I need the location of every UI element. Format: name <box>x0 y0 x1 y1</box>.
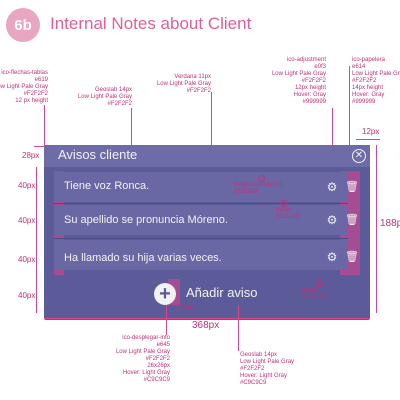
annotation-line: 12 px height <box>15 98 48 104</box>
annotation-line: Low Light Pale Gray <box>156 81 211 87</box>
annotation-line: 12px height <box>294 85 326 91</box>
annotation-verdana: Verdana 11px Low Light Pale Gray #F2F2F2 <box>157 74 211 95</box>
annotation-line: #F2F2F2 <box>186 88 211 94</box>
annotation-line: ico-papelera <box>352 57 386 63</box>
annotation-line: Indigo Opacity 0.8 <box>234 182 283 188</box>
dim-line <box>44 318 370 319</box>
gear-icon[interactable]: ⚙ <box>326 180 338 194</box>
dim-right-height: 188px <box>380 218 400 229</box>
annotation-line: e645 <box>156 342 170 348</box>
dim-width: 368px <box>192 320 220 331</box>
annotation-line: Geoslab 14px <box>240 352 278 358</box>
annotation-indigo: Indigo #525199 <box>276 207 299 221</box>
annotation-geoslab-bottom: Geoslab 14px Low Light Pale Gray #F2F2F2… <box>240 352 294 387</box>
dim-right-width: 12px <box>362 127 380 136</box>
annotation-line: #F2F2F2 <box>145 356 170 362</box>
annotation-ico-flechas: ico-flechas-tablas e619 Low Light Pale G… <box>0 70 48 105</box>
annotation-leader <box>211 92 212 177</box>
annotation-line: e619 <box>34 77 48 83</box>
annotation-line: Indigo <box>276 207 293 213</box>
row-divider <box>54 238 348 239</box>
annotation-line: Indigo <box>302 287 319 293</box>
annotation-leader <box>44 105 45 147</box>
annotation-line: #525199 <box>302 294 326 300</box>
trash-icon[interactable]: 🗑 <box>345 214 359 226</box>
annotation-line: Low Light Pale Gray <box>0 84 48 90</box>
dim-line <box>376 145 377 313</box>
note-row[interactable] <box>54 240 348 270</box>
annotation-line: #F2F2F2 <box>107 101 132 107</box>
annotation-line: e614 <box>352 64 366 70</box>
panel-header <box>44 145 370 167</box>
annotation-line: #525199 <box>234 189 258 195</box>
close-icon[interactable]: ✕ <box>352 149 366 163</box>
annotation-line: #F2F2F2 <box>240 366 265 372</box>
annotation-leader <box>131 108 132 148</box>
annotation-line: e0f3 <box>314 64 326 70</box>
annotation-line: 26x26px <box>147 363 170 369</box>
annotation-line: 14px height <box>352 85 384 91</box>
note-text: Ha llamado su hija varias veces. <box>64 252 222 264</box>
note-text: Su apellido se pronuncia Móreno. <box>64 214 228 226</box>
dim-row-height: 40px <box>18 255 36 264</box>
dim-row-height: 40px <box>18 216 36 225</box>
annotation-line: Low Light Pale Gray <box>352 71 400 77</box>
annotation-line: Hover: Light Gray <box>240 373 288 379</box>
annotation-line: Low Light Pale Gray <box>115 349 170 355</box>
annotation-line: #F2F2F2 <box>301 78 326 84</box>
annotation-ico-adjustment: ico-adjustment e0f3 Low Light Pale Gray … <box>272 57 326 106</box>
page-title: Internal Notes about Client <box>50 14 252 33</box>
annotation-line: ico-adjustment <box>286 57 326 63</box>
annotation-leader <box>238 305 239 351</box>
note-row[interactable] <box>54 172 348 202</box>
annotation-line: Hover: Gray <box>293 92 326 98</box>
dim-row-height: 40px <box>18 291 36 300</box>
annotation-line: Hover: Light Gray <box>122 370 170 376</box>
gear-icon[interactable]: ⚙ <box>326 213 338 227</box>
row-divider <box>54 203 348 204</box>
panel-footer <box>44 277 370 313</box>
annotation-line: #F2F2F2 <box>23 91 48 97</box>
section-badge: 6b <box>6 8 40 42</box>
annotation-indigo-bottom: Indigo #525199 <box>302 287 325 301</box>
annotation-leader <box>332 108 333 173</box>
trash-icon[interactable]: 🗑 <box>345 181 359 193</box>
annotation-line: Hover: Gray <box>352 92 385 98</box>
panel-title: Avisos cliente <box>58 147 138 162</box>
annotation-line: Low Light Pale Gray <box>77 94 132 100</box>
annotation-line: Geoslab 14px <box>94 87 132 93</box>
dim-row-height: 40px <box>18 181 36 190</box>
annotation-line: #C9C9C9 <box>143 377 170 383</box>
add-note-button[interactable]: Añadir aviso <box>186 285 258 300</box>
annotation-line: ico-flechas-tablas <box>1 70 48 76</box>
annotation-leader <box>349 66 350 176</box>
note-text: Tiene voz Ronca. <box>64 180 150 192</box>
annotation-ico-desplegar: ico-desplegar-info e645 Low Light Pale G… <box>116 335 170 384</box>
annotation-line: #F2F2F2 <box>352 78 377 84</box>
dim-header-height: 28px <box>22 151 40 160</box>
annotation-geoslab-top: Geoslab 14px Low Light Pale Gray #F2F2F2 <box>78 87 132 108</box>
gear-icon[interactable]: ⚙ <box>326 250 338 264</box>
annotation-ico-papelera: ico-papelera e614 Low Light Pale Gray #F… <box>352 57 400 106</box>
trash-icon[interactable]: 🗑 <box>345 251 359 263</box>
annotation-line: #C9C9C9 <box>240 380 267 386</box>
dim-footer-gap: 12px <box>176 303 194 312</box>
dim-line <box>36 167 37 313</box>
annotation-leader <box>166 305 167 335</box>
add-icon[interactable]: + <box>154 283 176 305</box>
annotation-line: Low Light Pale Gray <box>271 71 326 77</box>
indigo-marker <box>280 200 287 207</box>
indigo-marker <box>258 175 265 182</box>
dim-tick <box>34 146 44 147</box>
annotation-line: #525199 <box>276 214 300 220</box>
indigo-marker <box>316 280 323 287</box>
annotation-line: #999999 <box>352 99 376 105</box>
annotation-line: Low Light Pale Gray <box>240 359 295 365</box>
annotation-indigo-opacity: Indigo Opacity 0.8 #525199 <box>234 182 282 196</box>
note-row[interactable] <box>54 205 348 235</box>
annotation-line: ico-desplegar-info <box>122 335 170 341</box>
annotation-line: Verdana 11px <box>174 74 211 80</box>
annotation-line: #999999 <box>302 99 326 105</box>
dim-line <box>356 139 380 140</box>
